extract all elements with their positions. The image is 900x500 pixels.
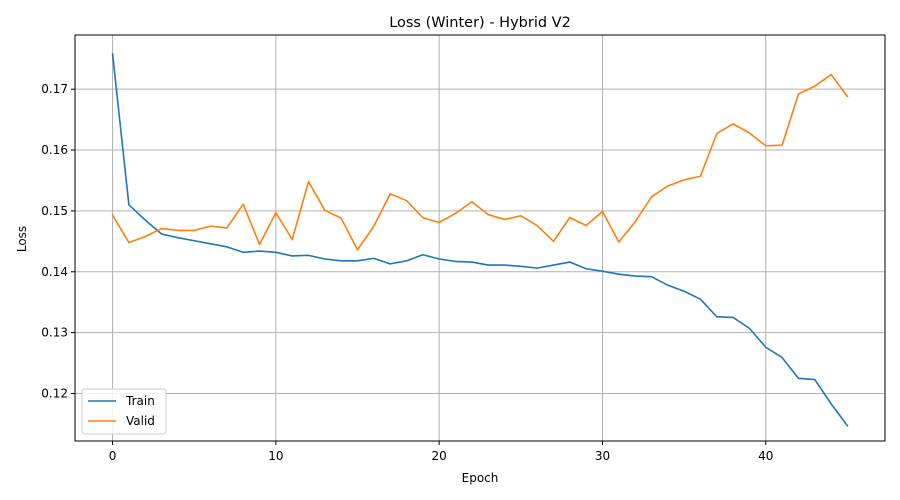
y-tick-label: 0.12 xyxy=(41,387,68,401)
chart-title: Loss (Winter) - Hybrid V2 xyxy=(389,15,571,31)
grid xyxy=(75,35,885,441)
axis-ticks: 0 10 20 30 40 0.12 0.13 0.14 0.15 0.16 0.17 xyxy=(41,82,773,463)
y-tick-label: 0.17 xyxy=(41,82,68,96)
series-line-valid xyxy=(111,73,849,251)
series-line-train xyxy=(111,53,849,427)
legend: Train Valid xyxy=(81,388,167,435)
x-tick-label: 20 xyxy=(432,449,447,463)
x-tick-label: 40 xyxy=(758,449,773,463)
x-axis-label: Epoch xyxy=(462,471,499,485)
y-tick-label: 0.14 xyxy=(41,265,68,279)
y-tick-label: 0.16 xyxy=(41,143,68,157)
plot-frame xyxy=(74,34,886,442)
x-tick-label: 10 xyxy=(268,449,283,463)
legend-label-valid: Valid xyxy=(126,414,155,428)
y-axis-label: Loss xyxy=(15,226,29,252)
y-tick-label: 0.13 xyxy=(41,326,68,340)
x-tick-label: 30 xyxy=(595,449,610,463)
x-tick-label: 0 xyxy=(109,449,117,463)
legend-label-train: Train xyxy=(125,394,155,408)
series-lines xyxy=(111,53,849,427)
y-tick-label: 0.15 xyxy=(41,204,68,218)
